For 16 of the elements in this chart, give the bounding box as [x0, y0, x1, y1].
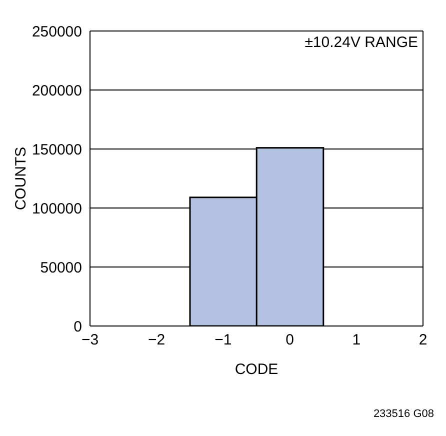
- text: 233516 G08: [373, 408, 434, 420]
- x-tick-label: 2: [418, 332, 428, 349]
- y-tick-label: 200000: [32, 82, 82, 100]
- x-tick-label: −1: [214, 332, 232, 349]
- x-tick-label: −3: [81, 332, 99, 349]
- y-tick-label: 250000: [32, 23, 82, 40]
- annotation: ±10.24V RANGE: [304, 34, 418, 51]
- y-tick-label: 100000: [32, 200, 82, 218]
- y-tick-label: 150000: [32, 141, 82, 158]
- x-tick-label: 1: [352, 332, 361, 349]
- y-axis-title: COUNTS: [12, 146, 30, 210]
- x-tick-label: 0: [286, 332, 294, 349]
- y-tick-label: 50000: [40, 259, 82, 276]
- x-axis-title: CODE: [234, 361, 278, 378]
- x-tick-label: −2: [148, 332, 166, 349]
- y-tick-label: 0: [74, 318, 82, 336]
